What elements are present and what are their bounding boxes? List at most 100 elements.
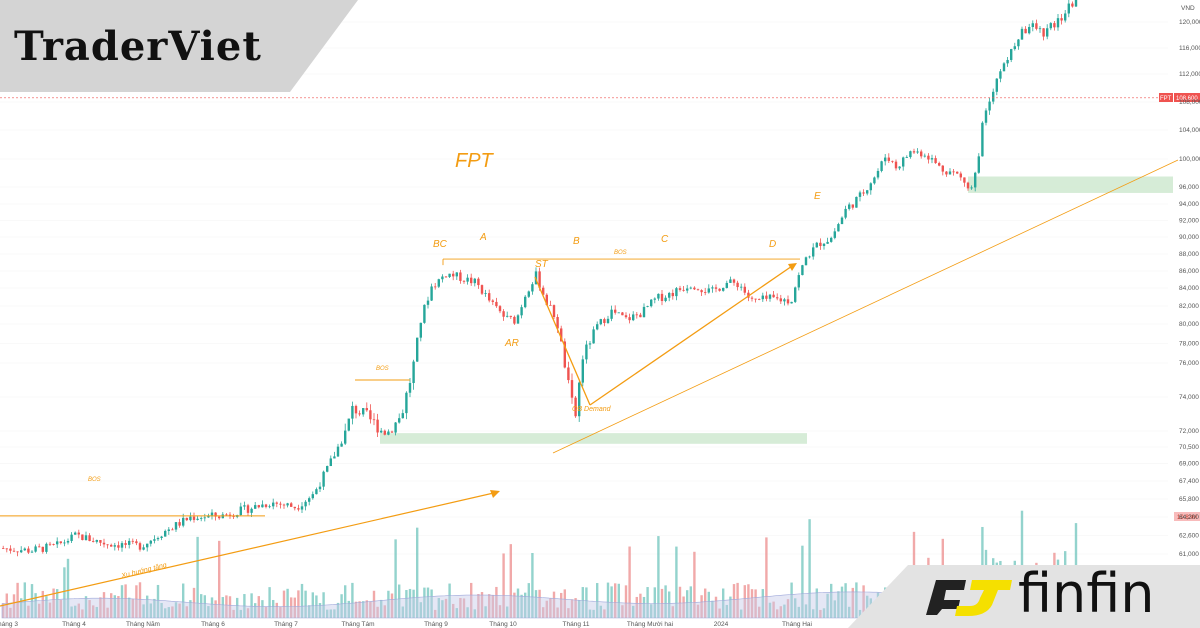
volume-bar — [167, 607, 170, 618]
volume-bar — [617, 583, 620, 618]
volume-badge-text: 10.83M — [1177, 515, 1197, 521]
volume-bar — [754, 589, 757, 618]
candle-body — [405, 392, 408, 414]
time-tick-label: 2024 — [714, 621, 729, 628]
candle-body — [988, 101, 991, 111]
candle-body — [444, 276, 448, 278]
last-price-text: 108,600 — [1176, 96, 1198, 102]
volume-bar — [844, 583, 847, 618]
volume-bar — [398, 584, 401, 618]
volume-bar — [779, 606, 782, 618]
volume-bar — [531, 553, 534, 618]
volume-bar — [383, 605, 386, 618]
candle-body — [549, 304, 552, 306]
candle-body — [693, 287, 696, 290]
time-tick-label: Tháng 10 — [489, 621, 517, 628]
volume-bar — [603, 609, 606, 618]
volume-bar — [513, 592, 516, 618]
volume-bar — [671, 606, 674, 618]
volume-bar — [297, 590, 300, 618]
candle-body — [178, 522, 181, 526]
label-st: ST — [535, 259, 549, 270]
candle-body — [804, 257, 808, 266]
candle-body — [196, 518, 199, 520]
volume-bar — [282, 590, 286, 618]
candle-body — [70, 534, 73, 541]
candle-body — [347, 418, 350, 431]
candle-body — [362, 408, 365, 415]
volume-bar — [113, 595, 116, 618]
volume-bar — [596, 583, 599, 618]
price-tick-label: 84,000 — [1179, 285, 1199, 292]
candle-body — [822, 243, 826, 247]
candle-body — [480, 285, 484, 294]
volume-bar — [498, 605, 502, 618]
candle-body — [279, 503, 282, 505]
candle-body — [477, 278, 480, 286]
volume-bar — [725, 604, 728, 618]
volume-bar — [347, 600, 350, 618]
volume-bar — [189, 600, 192, 618]
label-bos-low: BOS — [88, 477, 101, 483]
volume-bar — [452, 603, 455, 618]
volume-bar — [534, 590, 538, 618]
candle-body — [959, 173, 962, 178]
volume-bar — [257, 596, 260, 618]
volume-bar — [160, 602, 163, 618]
candle-body — [506, 315, 509, 317]
volume-bar — [570, 599, 574, 618]
volume-bar — [758, 606, 761, 618]
volume-bar — [275, 602, 278, 618]
candle-body — [660, 293, 664, 302]
volume-bar — [646, 587, 649, 618]
volume-bar — [462, 598, 466, 618]
candle-body — [977, 156, 980, 173]
candle-body — [646, 306, 649, 307]
candle-body — [711, 287, 714, 289]
candle-body — [891, 160, 894, 162]
candle-body — [423, 304, 426, 323]
price-tick-label: 104,000 — [1179, 127, 1200, 134]
candle-body — [250, 508, 253, 513]
volume-bar — [380, 599, 383, 618]
candle-body — [894, 161, 898, 169]
candle-body — [297, 508, 300, 510]
candle-body — [999, 71, 1002, 79]
volume-bar — [801, 545, 804, 618]
price-tick-label: 72,000 — [1179, 428, 1199, 435]
volume-bar — [358, 601, 361, 618]
candle-body — [164, 530, 167, 537]
candle-body — [502, 311, 505, 317]
candle-body — [862, 192, 865, 194]
volume-bar — [740, 609, 743, 618]
price-tick-label: 69,000 — [1179, 460, 1199, 467]
volume-bar — [66, 558, 70, 618]
candle-body — [1010, 49, 1013, 60]
candle-body — [905, 157, 908, 158]
candle-body — [599, 319, 602, 325]
volume-bar — [56, 589, 59, 618]
volume-bar — [538, 589, 541, 618]
candle-body — [192, 516, 196, 520]
price-tick-label: 61,000 — [1179, 551, 1199, 558]
candle-body — [149, 540, 152, 544]
candle-body — [491, 300, 494, 302]
candle-body — [768, 294, 772, 299]
volume-bar — [304, 590, 307, 618]
volume-bar — [182, 583, 185, 618]
volume-bar — [614, 583, 617, 618]
candle-body — [221, 514, 224, 519]
volume-bar — [700, 595, 703, 618]
candle-body — [527, 291, 530, 297]
volume-bar — [156, 584, 160, 618]
candle-body — [653, 298, 656, 300]
candle-body — [48, 543, 52, 545]
volume-bar — [642, 596, 646, 618]
volume-bar — [506, 606, 509, 618]
volume-bar — [203, 595, 206, 618]
candle-body — [336, 446, 340, 457]
candle-body — [1020, 28, 1024, 40]
volume-bar — [261, 600, 264, 618]
candle-body — [945, 171, 948, 175]
brand-logo-text: TraderViet — [14, 23, 262, 70]
